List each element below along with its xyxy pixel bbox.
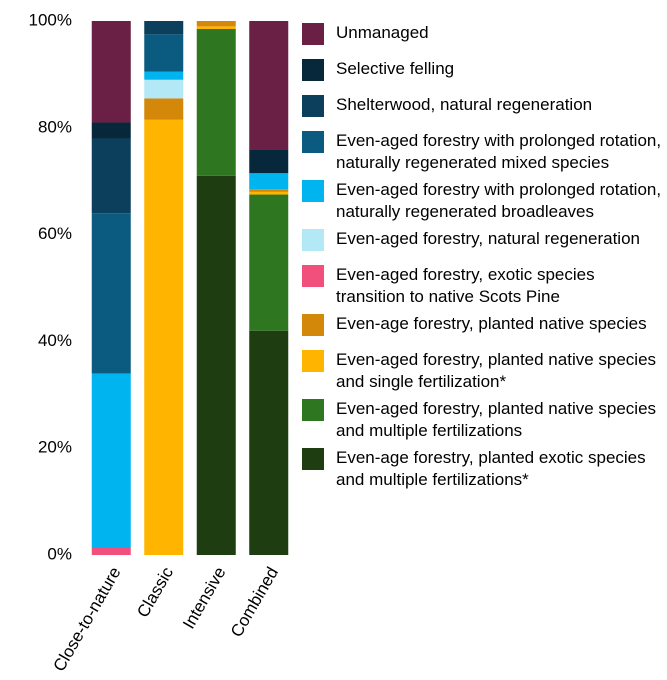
legend-item: Even-aged forestry, exotic species trans…: [302, 264, 664, 307]
bar-segment: [144, 34, 184, 72]
legend-label: Even-age forestry, planted native specie…: [336, 314, 647, 333]
legend-item: Shelterwood, natural regeneration: [302, 94, 664, 124]
legend-label: Even-aged forestry, natural regeneration: [336, 229, 640, 248]
y-tick-label: 60%: [38, 224, 72, 243]
y-tick-label: 100%: [29, 10, 72, 29]
legend-item: Even-aged forestry, planted native speci…: [302, 398, 664, 441]
bar-segment: [196, 29, 236, 176]
legend-label: Even-age forestry, planted exotic specie…: [336, 448, 646, 489]
legend-swatch: [302, 399, 324, 421]
y-tick-label: 80%: [38, 117, 72, 136]
legend-swatch: [302, 448, 324, 470]
legend-item: Even-aged forestry, planted native speci…: [302, 349, 664, 392]
legend-label: Even-aged forestry, planted native speci…: [336, 399, 657, 440]
bar-segment: [91, 138, 131, 214]
x-tick-label: Combined: [227, 564, 282, 641]
legend-label: Even-aged forestry, planted native speci…: [336, 350, 657, 391]
legend-label: Even-aged forestry with prolonged rotati…: [336, 180, 662, 221]
bar-segment: [91, 122, 131, 139]
legend-swatch: [302, 314, 324, 336]
bar-segment: [249, 21, 289, 150]
bar-segment: [144, 71, 184, 80]
legend-swatch: [302, 59, 324, 81]
legend-item: Even-aged forestry, natural regeneration: [302, 228, 664, 258]
bar-segment: [249, 173, 289, 190]
x-tick-label: Close-to-nature: [50, 564, 125, 675]
bar-segment: [196, 21, 236, 27]
legend-item: Even-aged forestry with prolonged rotati…: [302, 130, 664, 173]
bar-segment: [91, 373, 131, 547]
legend-swatch: [302, 350, 324, 372]
legend-label: Even-aged forestry with prolonged rotati…: [336, 131, 662, 172]
legend-item: Selective felling: [302, 58, 664, 88]
legend-label: Even-aged forestry, exotic species trans…: [336, 265, 595, 306]
legend-swatch: [302, 180, 324, 202]
legend-item: Even-aged forestry with prolonged rotati…: [302, 179, 664, 222]
bar-segment: [91, 21, 131, 123]
bar-segment: [249, 149, 289, 174]
legend-swatch: [302, 265, 324, 287]
x-tick-label: Classic: [133, 563, 177, 620]
legend-label: Unmanaged: [336, 23, 429, 42]
bar-segment: [249, 330, 289, 555]
legend-label: Selective felling: [336, 59, 455, 78]
legend-swatch: [302, 23, 324, 45]
y-tick-label: 20%: [38, 438, 72, 457]
bar-segment: [144, 21, 184, 35]
bar-segment: [249, 194, 289, 331]
legend-swatch: [302, 229, 324, 251]
bar-segment: [91, 213, 131, 374]
bar-segment: [144, 79, 184, 99]
legend-swatch: [302, 131, 324, 153]
bar-segment: [249, 191, 289, 195]
legend-item: Even-age forestry, planted native specie…: [302, 313, 664, 343]
bar-segment: [249, 189, 289, 192]
bar-segment: [196, 175, 236, 556]
legend-item: Even-age forestry, planted exotic specie…: [302, 447, 664, 490]
bar-segment: [144, 98, 184, 120]
legend: Unmanaged Selective felling Shelterwood, n…: [302, 22, 664, 496]
bar-segment: [196, 26, 236, 30]
y-tick-label: 0%: [47, 544, 72, 563]
bar-segment: [144, 119, 184, 555]
bar-segment: [91, 546, 131, 555]
legend-label: Shelterwood, natural regeneration: [336, 95, 593, 114]
y-tick-label: 40%: [38, 331, 72, 350]
legend-swatch: [302, 95, 324, 117]
legend-item: Unmanaged: [302, 22, 664, 52]
x-tick-label: Intensive: [179, 564, 229, 632]
